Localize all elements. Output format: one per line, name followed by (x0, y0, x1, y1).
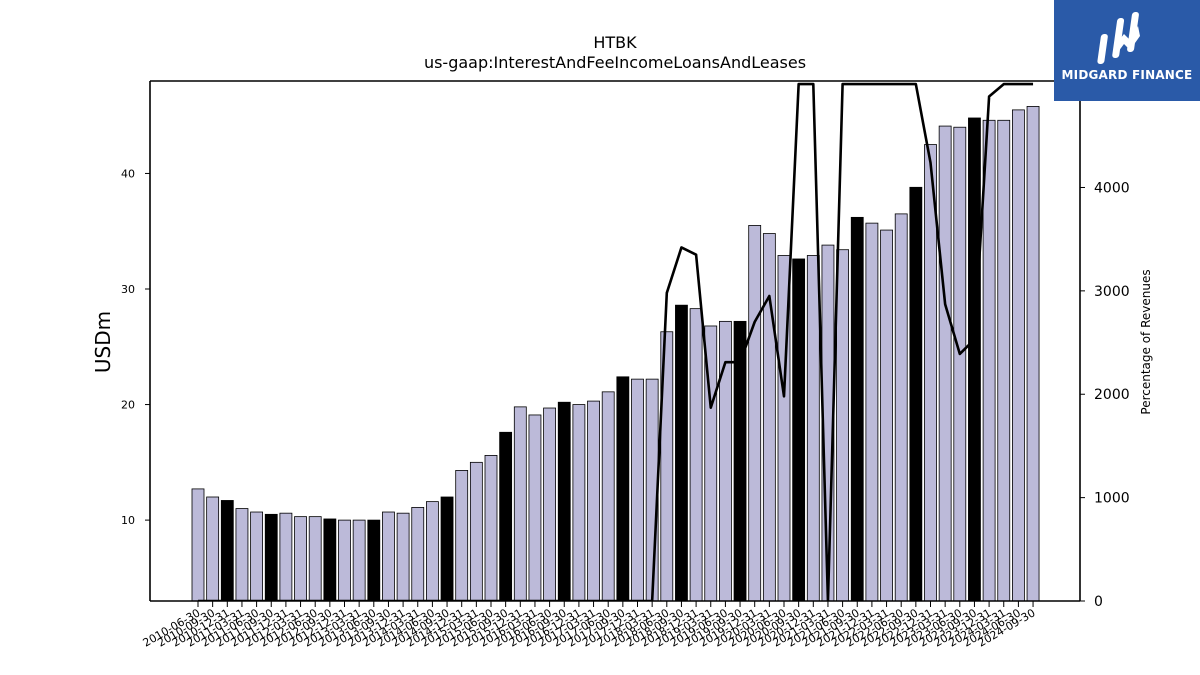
bar (1026, 106, 1040, 602)
bar (938, 125, 952, 602)
bar (587, 400, 600, 602)
logo-mark-icon (1097, 12, 1140, 64)
bar (557, 401, 571, 602)
bar (513, 406, 527, 602)
bar (572, 404, 586, 602)
bar (616, 376, 630, 602)
line-series (198, 82, 1034, 601)
bar (338, 519, 351, 602)
bar (191, 488, 205, 602)
bar (484, 454, 498, 602)
bar (440, 496, 454, 602)
bar (997, 119, 1011, 602)
bar (279, 512, 293, 602)
bar (748, 225, 762, 602)
y2-tick-label: 4000 (1094, 180, 1130, 196)
bar (352, 519, 366, 602)
bar (982, 119, 996, 602)
y2-tick-label: 3000 (1094, 284, 1130, 300)
bar (806, 255, 820, 602)
bar (469, 461, 483, 602)
bar (499, 431, 513, 602)
chart-title: HTBK (593, 33, 637, 52)
line-layer (198, 82, 1034, 601)
bar-group (191, 106, 1040, 602)
bar (601, 391, 615, 602)
bar (792, 258, 806, 602)
bar (425, 501, 439, 602)
bar (528, 414, 542, 602)
bar (1012, 109, 1025, 602)
bar (894, 213, 908, 602)
y-tick-label: 30 (121, 283, 135, 296)
bar (382, 511, 395, 602)
secondary-y-axis-label: Percentage of Revenues (1139, 269, 1153, 414)
bar (689, 308, 703, 602)
bar (909, 186, 923, 602)
y-tick-label: 40 (121, 167, 135, 180)
y2-tick-label: 0 (1094, 594, 1103, 610)
brand-logo: MIDGARD FINANCE (1054, 0, 1200, 101)
bar (631, 378, 644, 602)
chart-subtitle: us-gaap:InterestAndFeeIncomeLoansAndLeas… (424, 53, 806, 72)
bar (880, 229, 893, 602)
bar (953, 126, 967, 602)
bar (367, 519, 381, 602)
bar (294, 516, 307, 602)
y-tick-label: 20 (121, 399, 135, 412)
bar (235, 508, 249, 602)
bar (264, 513, 278, 602)
bar (250, 511, 264, 602)
bar (396, 512, 410, 602)
y2-tick-label: 2000 (1094, 387, 1130, 403)
bar (543, 407, 556, 602)
bar (323, 518, 337, 602)
y2-tick-label: 1000 (1094, 491, 1130, 507)
logo-text: MIDGARD FINANCE (1061, 68, 1193, 82)
bar (762, 233, 776, 602)
bar (206, 496, 220, 602)
bar (968, 117, 981, 602)
bar (865, 222, 879, 602)
y-tick-label: 10 (121, 514, 135, 527)
y-axis-label: USDm (91, 311, 115, 373)
bar (675, 304, 688, 602)
bar (220, 500, 234, 602)
bar (411, 506, 425, 602)
bar (836, 249, 849, 602)
axes: 10203040010002000300040002010-06-302010-… (121, 80, 1130, 650)
bar (455, 470, 469, 602)
bar (308, 516, 322, 602)
bar (850, 216, 864, 602)
